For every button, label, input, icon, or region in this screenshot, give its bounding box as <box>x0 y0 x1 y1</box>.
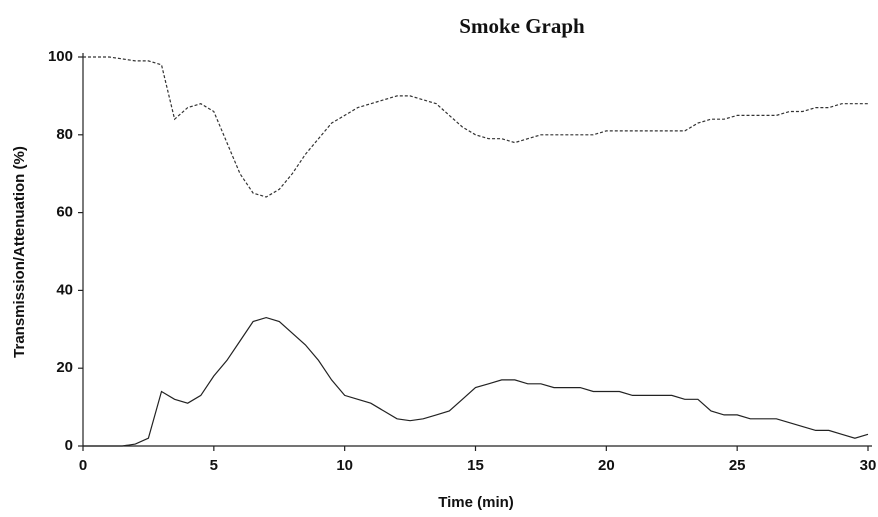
y-tick-label: 20 <box>56 359 73 376</box>
chart-title: Smoke Graph <box>459 14 585 38</box>
x-tick-label: 0 <box>79 457 87 474</box>
x-tick-label: 5 <box>210 457 218 474</box>
x-tick-label: 10 <box>336 457 353 474</box>
y-tick-label: 0 <box>65 437 73 454</box>
data-line <box>83 56 868 198</box>
y-tick-label: 100 <box>48 48 73 65</box>
data-line <box>83 316 869 447</box>
y-tick-label: 60 <box>56 204 73 221</box>
x-tick-label: 25 <box>729 457 746 474</box>
y-axis-label: Transmission/Attenuation (%) <box>11 146 28 358</box>
x-tick-label: 15 <box>467 457 484 474</box>
x-axis-label: Time (min) <box>438 494 514 511</box>
x-tick-label: 30 <box>860 457 877 474</box>
y-tick-label: 80 <box>56 126 73 143</box>
y-tick-label: 40 <box>56 281 73 298</box>
x-tick-label: 20 <box>598 457 615 474</box>
